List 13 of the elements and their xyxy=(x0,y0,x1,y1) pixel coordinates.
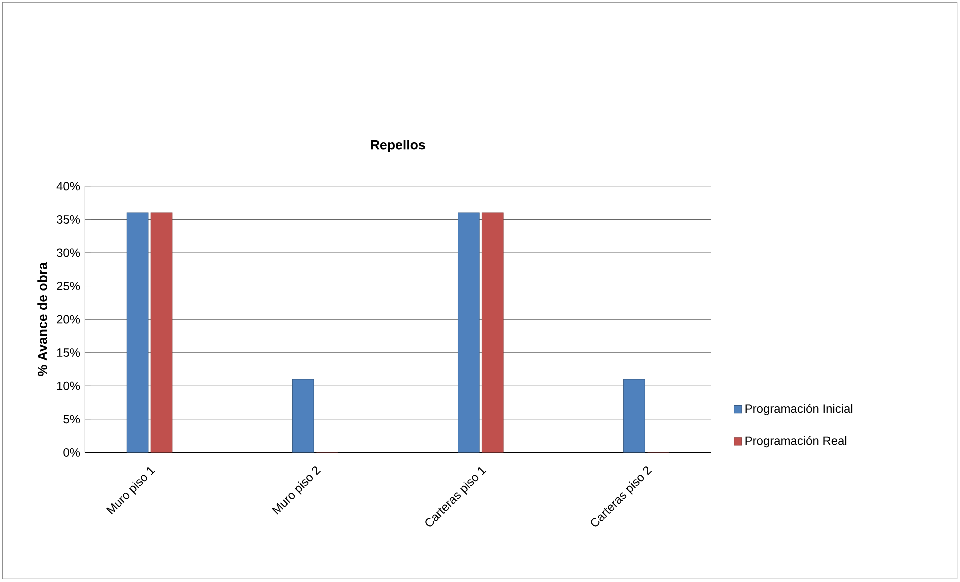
legend-label: Programación Inicial xyxy=(746,404,853,416)
y-tick-label: 20% xyxy=(57,315,80,324)
y-tick-label: 35% xyxy=(56,216,80,224)
y-tick-label: 40% xyxy=(56,182,80,191)
y-tick-label: 15% xyxy=(57,348,80,358)
chart-title: Repellos xyxy=(371,140,426,152)
y-tick-label: 5% xyxy=(64,415,80,424)
y-axis-title: % Avance de obra xyxy=(38,262,48,376)
legend-label: Programación Real xyxy=(746,436,847,448)
y-tick-label: 30% xyxy=(56,248,80,258)
y-tick-label: 0% xyxy=(64,448,80,458)
y-tick-label: 25% xyxy=(57,282,80,291)
y-tick-label: 10% xyxy=(57,382,80,390)
